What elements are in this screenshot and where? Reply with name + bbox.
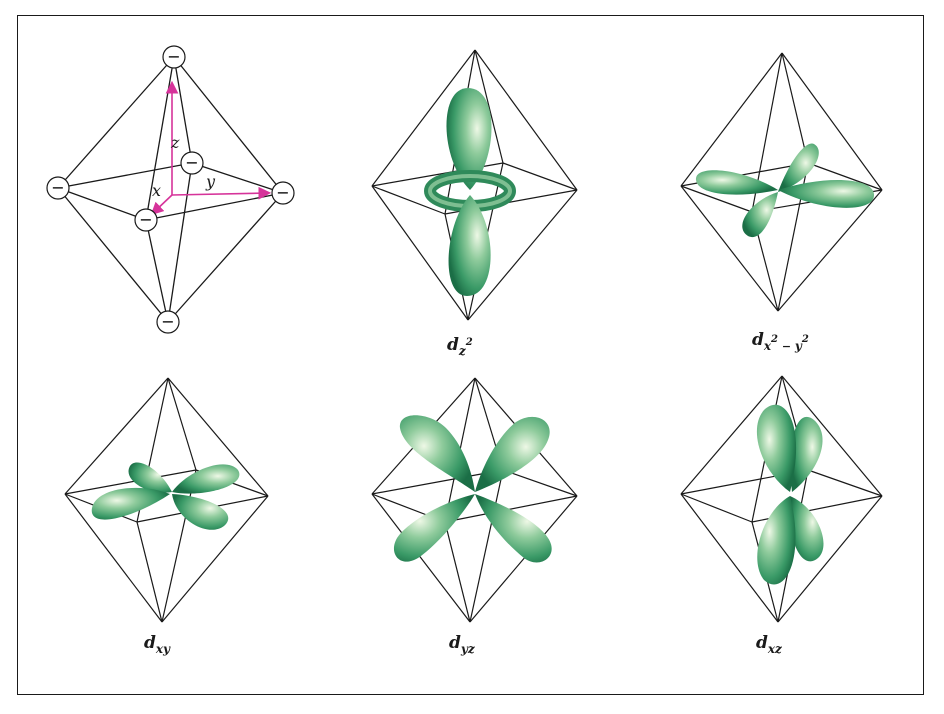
axis-label-y: y	[205, 172, 216, 191]
octahedron-dxz	[680, 375, 883, 623]
orbital-lobes-dz2	[424, 88, 516, 296]
svg-text:−: −	[161, 312, 174, 331]
axes-arrows	[150, 80, 272, 216]
label-dxz: dxz	[756, 633, 783, 656]
octahedron-dxy	[64, 377, 269, 623]
axis-label-x: x	[152, 181, 161, 200]
orbital-lobes-dx2-y2	[695, 143, 875, 238]
ligand-right: −	[271, 181, 295, 205]
svg-text:−: −	[51, 178, 64, 197]
ligand-octahedron	[57, 56, 284, 323]
orbital-lobes-dyz	[393, 415, 552, 563]
ligand-back: −	[180, 151, 204, 175]
orbital-lobes-dxy	[91, 462, 240, 530]
octahedron-dyz	[371, 377, 578, 623]
ligand-charges: − − − − − −	[46, 45, 295, 334]
svg-text:−: −	[185, 153, 198, 172]
ligand-front: −	[134, 208, 158, 232]
label-dz2: dz2	[447, 335, 473, 358]
label-dx2-y2: dx2 − y2	[752, 330, 809, 353]
label-dxy: dxy	[144, 633, 171, 656]
ligand-left: −	[46, 176, 70, 200]
svg-text:−: −	[167, 47, 180, 66]
ligand-bottom: −	[156, 310, 180, 334]
svg-text:−: −	[276, 183, 289, 202]
axis-label-z: z	[170, 133, 180, 152]
orbital-lobes-dxz	[756, 404, 824, 585]
svg-text:−: −	[139, 210, 152, 229]
label-dyz: dyz	[449, 633, 476, 656]
ligand-top: −	[162, 45, 186, 69]
